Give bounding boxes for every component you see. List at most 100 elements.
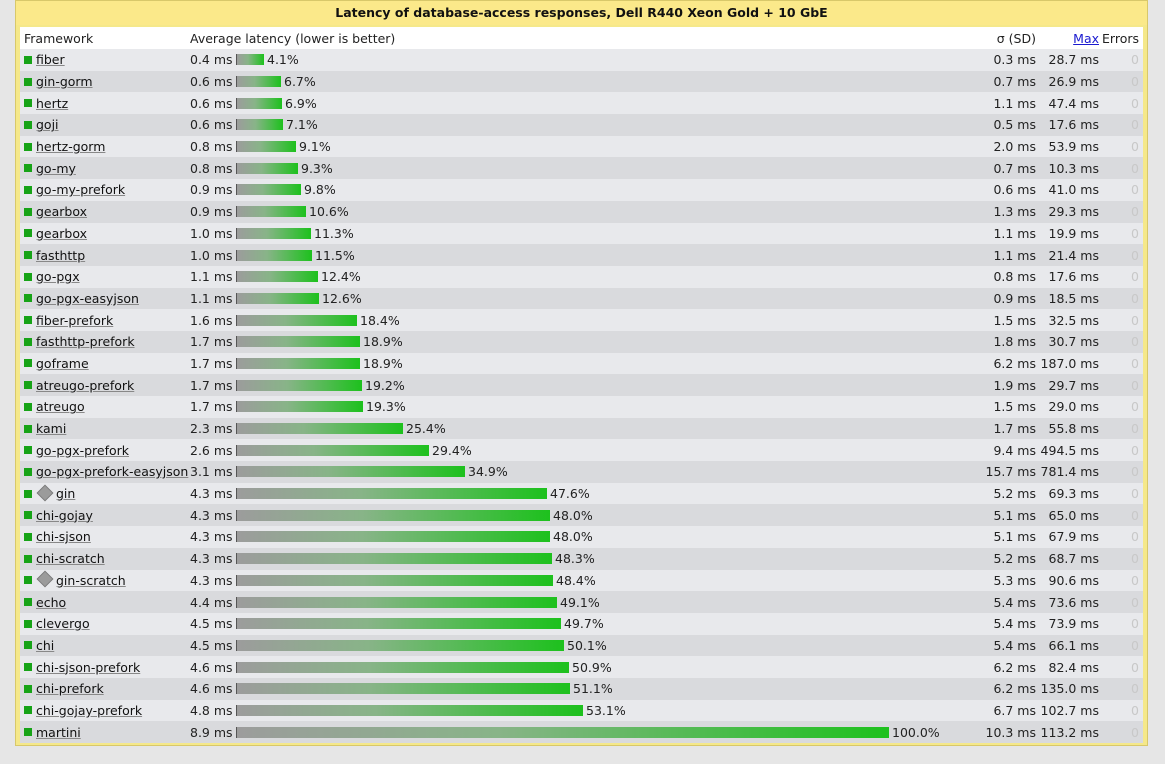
header-max[interactable]: Max <box>1036 27 1099 49</box>
framework-link[interactable]: hertz <box>36 95 69 111</box>
framework-link[interactable]: kami <box>36 421 67 437</box>
framework-link[interactable]: gearbox <box>36 225 88 241</box>
bar-baseline <box>236 271 237 283</box>
framework-link[interactable]: go-my <box>36 160 76 176</box>
errors-value: 0 <box>1131 74 1139 90</box>
framework-link[interactable]: go-pgx <box>36 269 80 285</box>
framework-link[interactable]: go-my-prefork <box>36 182 126 198</box>
header-average: Average latency (lower is better) <box>190 30 396 46</box>
framework-link[interactable]: goji <box>36 117 59 133</box>
framework-cell: gearbox <box>24 223 87 245</box>
latency-bar <box>237 726 889 738</box>
table-row: fiber-prefork 1.6 ms 18.4% 1.5 ms 32.5 ms 0 <box>20 309 1143 331</box>
average-latency: 4.6 ms <box>190 681 233 697</box>
average-latency: 4.3 ms <box>190 551 233 567</box>
average-latency: 8.9 ms <box>190 724 233 740</box>
latency-bar <box>237 184 301 196</box>
errors-value: 0 <box>1131 702 1139 718</box>
latency-bar-cell: 51.1% <box>236 678 976 700</box>
table-row: chi-gojay-prefork 4.8 ms 53.1% 6.7 ms 102.7 … <box>20 699 1143 722</box>
framework-link[interactable]: clevergo <box>36 616 90 632</box>
latency-percent: 29.4% <box>432 442 472 458</box>
sd-value: 6.2 ms <box>993 659 1036 675</box>
status-marker-icon <box>24 77 32 86</box>
framework-link[interactable]: martini <box>36 724 81 740</box>
latency-percent: 6.7% <box>284 74 316 90</box>
bar-baseline <box>236 531 237 543</box>
average-latency: 1.7 ms <box>190 334 233 350</box>
max-value: 29.3 ms <box>1048 204 1100 220</box>
latency-bar <box>237 466 465 478</box>
latency-bar-cell: 48.0% <box>236 526 976 548</box>
max-value: 17.6 ms <box>1048 117 1100 133</box>
latency-percent: 19.2% <box>365 377 405 393</box>
sd-value: 0.7 ms <box>993 74 1036 90</box>
framework-link[interactable]: echo <box>36 594 67 610</box>
framework-link[interactable]: chi-sjson <box>36 529 91 545</box>
bar-baseline <box>236 444 237 456</box>
table-row: martini 8.9 ms 100.0% 10.3 ms 113.2 ms 0 <box>20 721 1143 743</box>
framework-link[interactable]: gin-scratch <box>56 572 126 588</box>
framework-link[interactable]: fiber <box>36 52 65 68</box>
bar-baseline <box>236 336 237 348</box>
errors-value: 0 <box>1131 355 1139 371</box>
framework-cell: atreugo <box>24 396 85 418</box>
framework-link[interactable]: go-pgx-prefork <box>36 442 130 458</box>
sd-value: 5.3 ms <box>993 572 1036 588</box>
sd-value: 9.4 ms <box>993 442 1036 458</box>
latency-percent: 48.0% <box>553 529 593 545</box>
latency-percent: 12.4% <box>321 269 361 285</box>
framework-link[interactable]: goframe <box>36 355 89 371</box>
bar-baseline <box>236 704 237 716</box>
errors-value: 0 <box>1131 290 1139 306</box>
framework-link[interactable]: hertz-gorm <box>36 139 106 155</box>
max-value: 17.6 ms <box>1048 269 1100 285</box>
framework-cell: chi-gojay-prefork <box>24 700 142 722</box>
errors-value: 0 <box>1131 182 1139 198</box>
framework-link[interactable]: chi-prefork <box>36 681 104 697</box>
bar-baseline <box>236 249 237 261</box>
framework-link[interactable]: go-pgx-easyjson <box>36 290 139 306</box>
framework-link[interactable]: atreugo-prefork <box>36 377 135 393</box>
table-row: chi 4.5 ms 50.1% 5.4 ms 66.1 ms 0 <box>20 634 1143 657</box>
framework-link[interactable]: go-pgx-prefork-easyjson <box>36 464 189 480</box>
latency-percent: 48.0% <box>553 507 593 523</box>
framework-link[interactable]: fasthttp <box>36 247 86 263</box>
gin-logo-icon <box>36 484 54 502</box>
average-latency: 0.9 ms <box>190 204 233 220</box>
status-marker-icon <box>24 207 32 216</box>
errors-value: 0 <box>1131 160 1139 176</box>
sd-value: 5.1 ms <box>993 529 1036 545</box>
framework-link[interactable]: chi-sjson-prefork <box>36 659 141 675</box>
bar-baseline <box>236 553 237 565</box>
max-sort-link[interactable]: Max <box>1073 30 1099 46</box>
table-row: kami 2.3 ms 25.4% 1.7 ms 55.8 ms 0 <box>20 417 1143 440</box>
framework-cell: goji <box>24 114 59 136</box>
max-value: 102.7 ms <box>1040 702 1099 718</box>
framework-link[interactable]: gin <box>56 486 76 502</box>
latency-bar-cell: 34.9% <box>236 461 976 483</box>
sd-value: 0.6 ms <box>993 182 1036 198</box>
framework-link[interactable]: chi-scratch <box>36 551 105 567</box>
average-latency: 4.6 ms <box>190 659 233 675</box>
sd-value: 0.9 ms <box>993 290 1036 306</box>
status-marker-icon <box>24 142 32 151</box>
table-row: chi-sjson 4.3 ms 48.0% 5.1 ms 67.9 ms 0 <box>20 526 1143 548</box>
bar-baseline <box>236 76 237 88</box>
framework-cell: gin-gorm <box>24 71 93 93</box>
latency-bar <box>237 488 547 500</box>
framework-link[interactable]: atreugo <box>36 399 85 415</box>
bar-baseline <box>236 466 237 478</box>
framework-link[interactable]: gearbox <box>36 204 88 220</box>
framework-link[interactable]: fiber-prefork <box>36 312 114 328</box>
framework-link[interactable]: chi-gojay <box>36 507 93 523</box>
latency-bar <box>237 119 283 131</box>
table-row: go-my 0.8 ms 9.3% 0.7 ms 10.3 ms 0 <box>20 157 1143 180</box>
max-value: 53.9 ms <box>1048 139 1100 155</box>
framework-link[interactable]: chi-gojay-prefork <box>36 702 143 718</box>
framework-link[interactable]: chi <box>36 637 55 653</box>
sd-value: 2.0 ms <box>993 139 1036 155</box>
framework-link[interactable]: gin-gorm <box>36 74 93 90</box>
framework-link[interactable]: fasthttp-prefork <box>36 334 135 350</box>
errors-value: 0 <box>1131 616 1139 632</box>
